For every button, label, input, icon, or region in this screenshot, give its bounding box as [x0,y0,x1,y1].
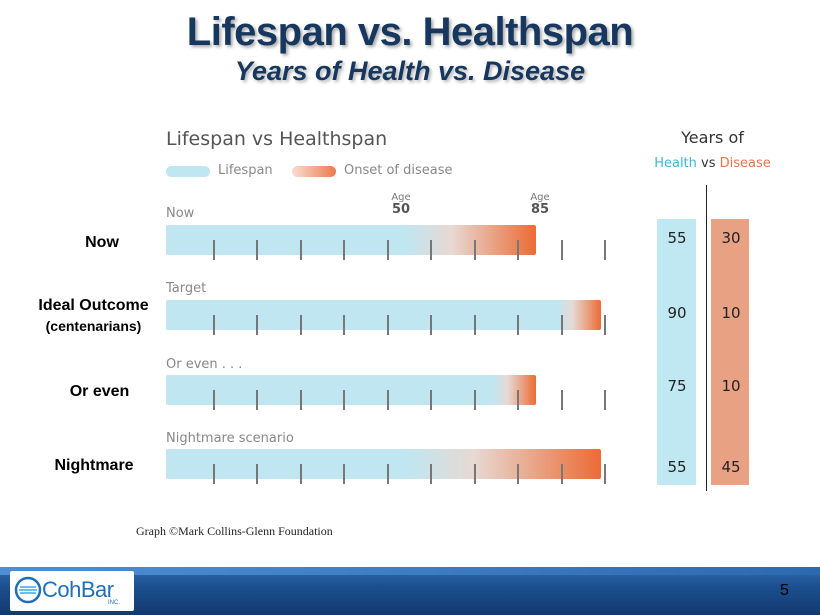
disease-value-ideal: 10 [721,304,741,322]
years-title: Years of [681,128,744,147]
legend-disease-swatch [292,166,336,177]
tick-mark [560,390,563,410]
years-subtitle: Health vs Disease [630,156,795,171]
scenario-label-now: Now [166,206,195,221]
tick-mark [604,390,606,410]
tick-mark [299,240,302,260]
cohbar-logo-icon [14,576,42,604]
scenario-label-target: Target [166,281,207,296]
page-number: 5 [780,582,789,599]
tick-mark [212,315,215,335]
legend-lifespan-swatch [166,166,210,177]
tick-mark [299,390,302,410]
tick-mark [517,315,519,335]
tick-mark [343,240,345,260]
tick-mark [560,464,563,484]
tick-mark [517,240,519,260]
vs-label: vs [701,156,716,171]
tick-mark [256,464,258,484]
tick-mark [386,464,389,484]
health-label: Health [654,156,697,171]
disease-label: Disease [719,156,771,171]
tick-mark [212,390,215,410]
bar-nightmare [166,449,601,479]
tick-mark [299,315,302,335]
tick-mark [473,464,476,484]
row-label-nightmare: Nightmare [54,457,134,474]
tick-mark [430,464,432,484]
tick-mark [256,390,258,410]
tick-mark [560,240,563,260]
tick-mark [604,315,606,335]
tick-mark [343,464,345,484]
health-value-now: 55 [667,229,687,247]
health-value-or-even: 75 [667,377,687,395]
row-label-or-even: Or even [69,383,130,400]
bar-or-even [166,375,536,405]
tick-mark [256,240,258,260]
disease-value-or-even: 10 [721,377,741,395]
tick-mark [386,315,389,335]
legend-lifespan-label: Lifespan [218,163,273,178]
tick-mark [430,390,432,410]
tick-mark [473,240,476,260]
tick-mark [430,315,432,335]
tick-mark [517,390,519,410]
logo-inc: INC. [108,600,120,606]
row-label-now: Now [85,234,119,251]
tick-mark [212,240,215,260]
row-label-ideal-outcome-sub: (centenarians) [45,318,142,334]
bar-now [166,225,536,255]
slide-subtitle: Years of Health vs. Disease [234,56,586,86]
column-divider [706,185,707,491]
disease-value-now: 30 [721,229,741,247]
logo-text: CohBar [42,577,114,602]
slide-title: Lifespan vs. Healthspan [186,10,634,54]
health-column [657,219,696,485]
disease-column [711,219,749,485]
graph-title: Lifespan vs Healthspan [166,128,388,150]
tick-mark [386,390,389,410]
tick-mark [212,464,215,484]
tick-mark [299,464,302,484]
tick-mark [343,315,345,335]
footer-stripe [0,567,820,575]
scenario-label-nightmare: Nightmare scenario [166,431,294,446]
tick-mark [386,240,389,260]
tick-mark [343,390,345,410]
tick-mark [430,240,432,260]
tick-mark [560,315,563,335]
age-marker-85: Age 85 [530,192,550,217]
row-label-ideal-outcome: Ideal Outcome (centenarians) [26,296,161,336]
scenario-label-or-even: Or even . . . [166,357,243,372]
tick-mark [517,464,519,484]
tick-mark [604,464,606,484]
tick-mark [473,315,476,335]
health-value-ideal: 90 [667,304,687,322]
age-marker-50: Age 50 [391,192,411,217]
health-value-nightmare: 55 [667,458,687,476]
footer-band [0,567,820,615]
disease-value-nightmare: 45 [721,458,741,476]
tick-mark [473,390,476,410]
bar-target [166,300,601,330]
legend-disease-label: Onset of disease [344,163,453,178]
tick-mark [256,315,258,335]
tick-mark [604,240,606,260]
graph-credit: Graph ©Mark Collins-Glenn Foundation [136,524,333,538]
